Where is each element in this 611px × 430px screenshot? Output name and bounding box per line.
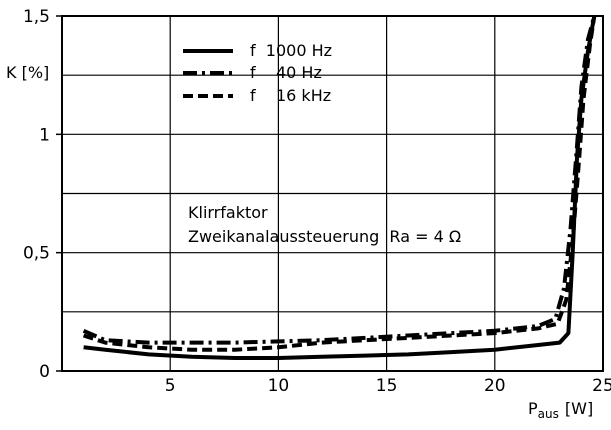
annotation-line-2: Zweikanalaussteuerung Ra = 4 Ω xyxy=(188,227,461,246)
series-line-1 xyxy=(83,15,597,360)
svg-text:Paus[W]: Paus [W] xyxy=(528,399,593,421)
annotation: Klirrfaktor Zweikanalaussteuerung Ra = 4… xyxy=(188,203,461,246)
grid xyxy=(62,15,604,372)
x-axis-label-sub: aus xyxy=(538,407,559,421)
x-axis-label: Paus [W] xyxy=(528,399,593,421)
series-lines xyxy=(82,15,597,360)
x-tick-label: 25 xyxy=(592,376,611,396)
legend-label-16khz: f 16 kHz xyxy=(250,86,331,105)
series-line-2 xyxy=(82,15,597,345)
x-axis-label-main: P xyxy=(528,399,538,418)
legend: f 1000 Hz f 40 Hz f 16 kHz xyxy=(183,41,332,105)
y-tick-label: 0 xyxy=(39,362,50,382)
y-tick-label: 1,5 xyxy=(23,7,50,27)
x-tick-label: 20 xyxy=(484,376,506,396)
x-tick-label: 5 xyxy=(165,376,176,396)
y-tick-label: 0,5 xyxy=(23,244,50,264)
x-tick-label: 10 xyxy=(268,376,290,396)
x-tick-label: 15 xyxy=(376,376,398,396)
annotation-line-1: Klirrfaktor xyxy=(188,203,268,222)
y-axis-label: K [%] xyxy=(6,63,49,82)
legend-label-40hz: f 40 Hz xyxy=(250,63,322,82)
legend-label-1000hz: f 1000 Hz xyxy=(250,41,332,60)
series-line-3 xyxy=(82,15,597,352)
tick-labels: 0 0,5 1 1,5 5 10 15 20 25 xyxy=(23,7,611,396)
axes xyxy=(56,15,604,372)
plot-frame xyxy=(61,15,604,372)
x-axis-label-unit: [W] xyxy=(565,399,593,418)
y-tick-label: 1 xyxy=(39,125,50,145)
